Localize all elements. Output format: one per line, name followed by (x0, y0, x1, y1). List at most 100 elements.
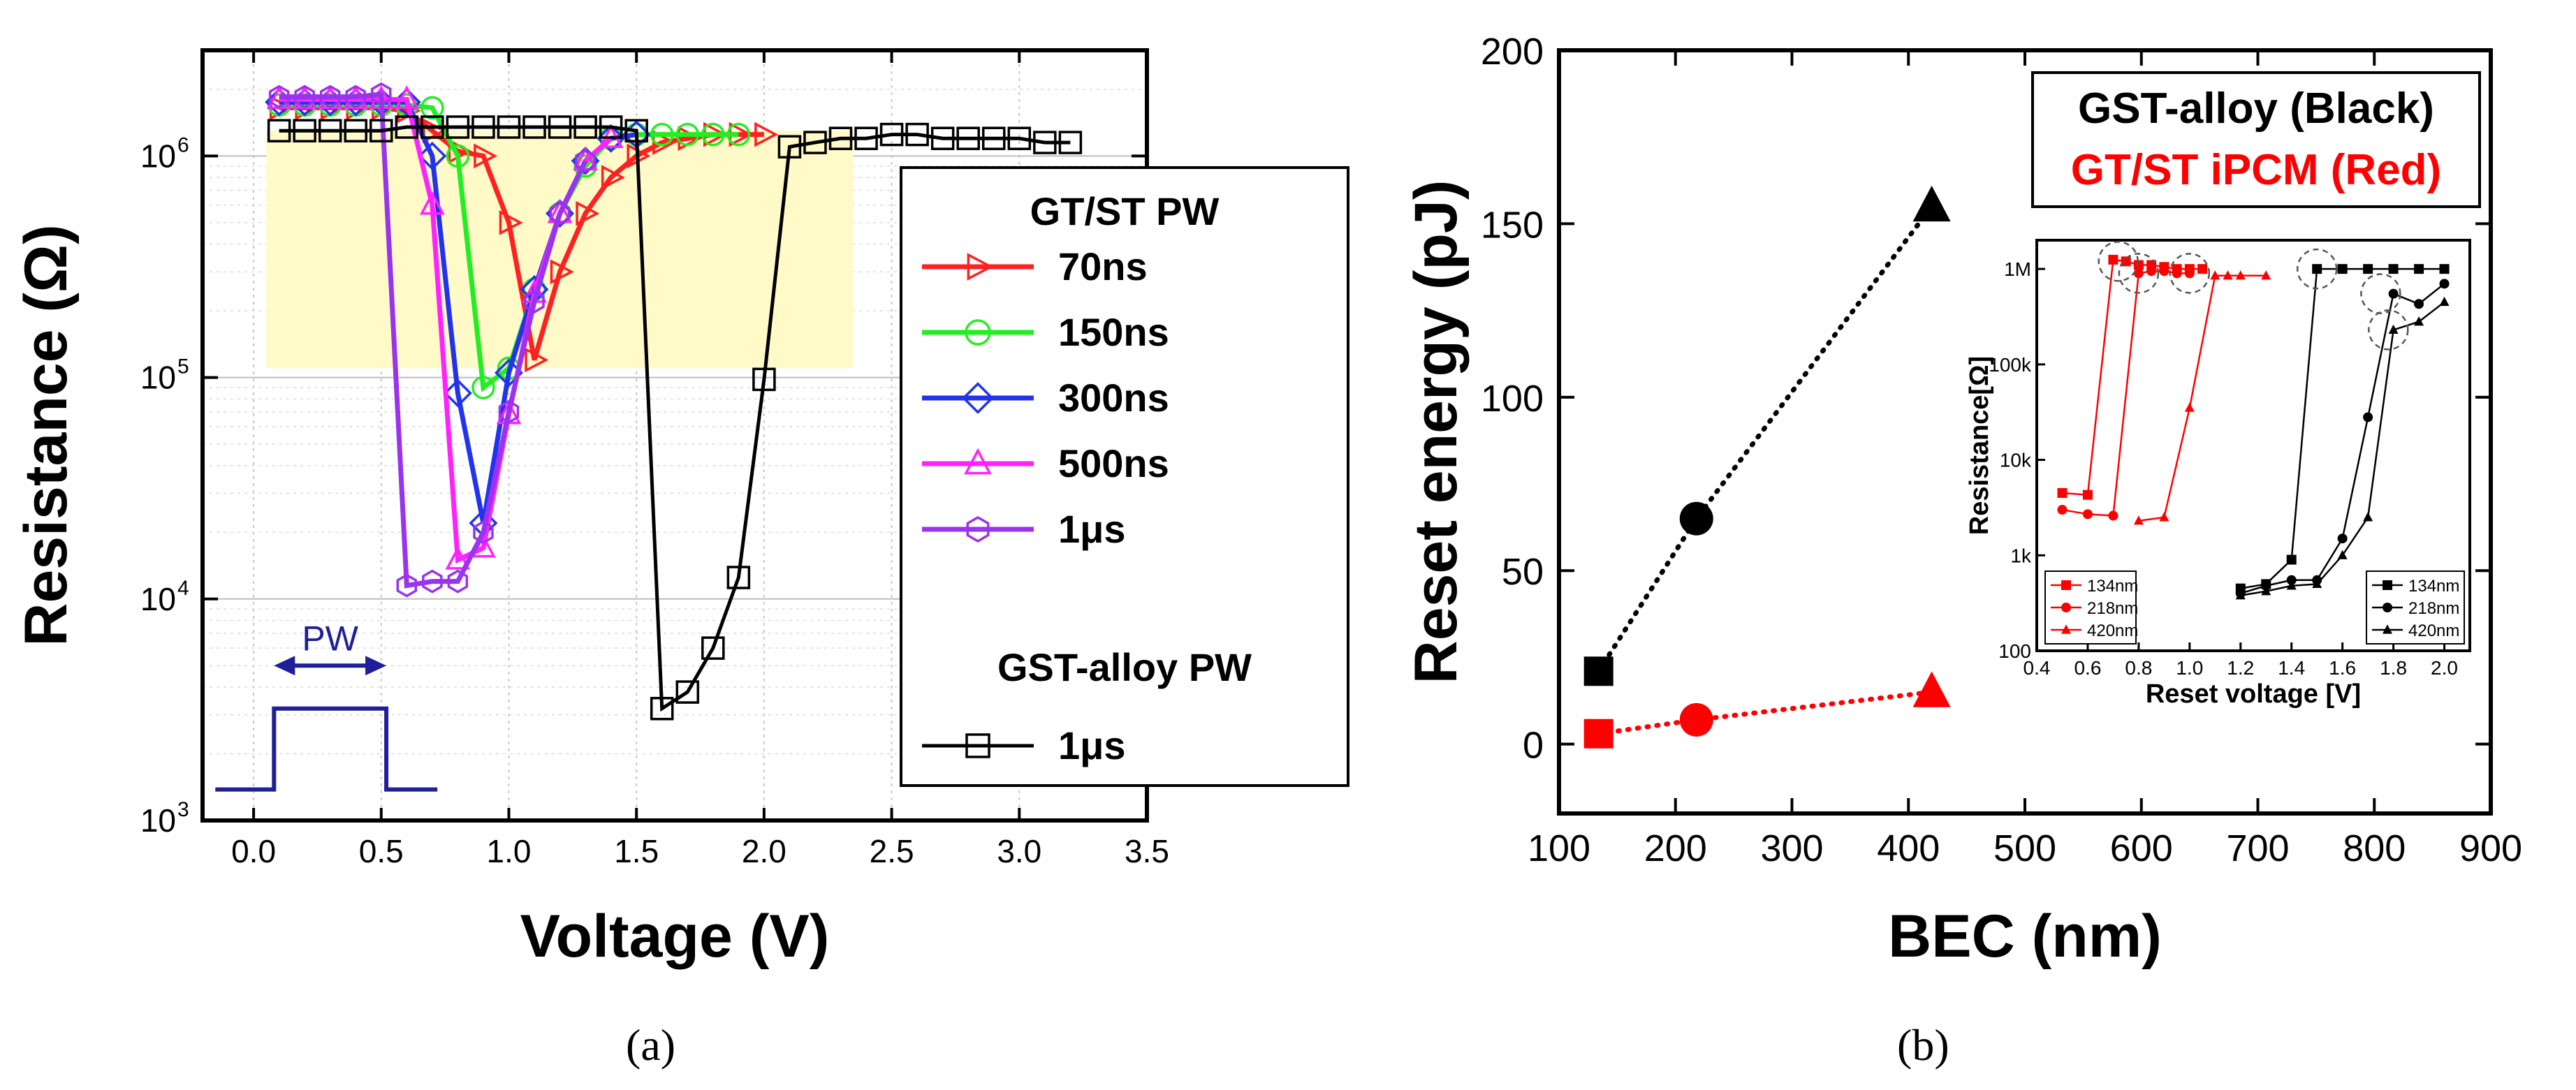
inset-highlight-circle (2368, 309, 2409, 351)
inset-data-point (2235, 590, 2246, 600)
inset-data-point (2439, 264, 2450, 274)
legend-box (900, 166, 1349, 787)
pulse-arrow-right-head (365, 656, 387, 676)
data-point (1912, 185, 1951, 222)
data-point (675, 122, 700, 147)
inset-legend-marker (2061, 580, 2071, 590)
y-tick-exponent: 5 (177, 355, 189, 378)
panel-b-inset-chart: 0.4 0.6 0.8 1.0 1.2 1.4 1.6 1.8 2.0 100 1k 10k 100k 1… (1965, 239, 2471, 709)
inset-legend-marker (2061, 624, 2071, 634)
inset-highlight-circle (2296, 248, 2338, 290)
y-tick-label: 0 (1523, 725, 1544, 767)
data-point (650, 697, 674, 721)
legend-marker (967, 253, 994, 281)
data-point (419, 191, 445, 215)
data-point (319, 84, 341, 109)
data-point (525, 347, 549, 373)
inset-data-point (2133, 515, 2144, 525)
data-point (777, 135, 802, 159)
inset-legend-marker (2383, 603, 2392, 612)
x-tick-label: 200 (1644, 827, 1707, 869)
inset-data-point (2159, 266, 2169, 277)
inset-y-tick-label: 100 (1998, 640, 2031, 662)
inset-x-tick-label: 1.6 (2329, 657, 2356, 679)
inset-legend-marker (2061, 603, 2071, 612)
y-tick-label: 50 (1502, 551, 1544, 593)
y-tick-label: 10 (140, 581, 176, 617)
inset-x-tick-label: 0.6 (2074, 657, 2101, 679)
legend-title: GT/ST PW (1030, 189, 1220, 233)
data-point (446, 144, 470, 168)
inset-legend-label: 218nm (2087, 599, 2138, 618)
inset-data-point (2261, 580, 2271, 591)
data-point (650, 122, 674, 147)
data-point (1583, 656, 1613, 686)
inset-x-tick-label: 1.8 (2380, 657, 2407, 679)
y-tick-exponent: 3 (177, 798, 189, 821)
data-point (394, 85, 420, 110)
data-point (420, 96, 444, 120)
data-point (293, 119, 316, 142)
data-point (675, 680, 700, 704)
data-point (447, 569, 469, 594)
inset-data-point (2210, 270, 2220, 280)
data-point (982, 126, 1006, 150)
x-tick-label: 0.5 (359, 833, 404, 869)
inset-data-point (2082, 489, 2093, 500)
legend-marker (965, 319, 991, 346)
inset-legend-marker (2383, 624, 2392, 634)
data-point (473, 520, 494, 545)
data-point (499, 209, 523, 235)
y-tick-label: 150 (1481, 204, 1544, 246)
highlight-band (266, 131, 854, 369)
data-point (1679, 702, 1713, 737)
inset-highlight-circle (2118, 253, 2160, 294)
legend-entry-label: GST-alloy (Black) (2078, 84, 2434, 133)
y-axis-label: Resistance (Ω) (13, 224, 80, 646)
pulse-waveform (215, 706, 438, 792)
data-point (905, 122, 929, 147)
inset-legend-label: 218nm (2408, 599, 2459, 618)
inset-highlight-circle (2169, 253, 2211, 294)
inset-data-point (2363, 512, 2373, 522)
data-point (268, 84, 290, 109)
inset-x-tick-label: 1.4 (2278, 657, 2305, 679)
inset-data-point (2261, 586, 2271, 596)
legend-marker (964, 448, 992, 475)
y-tick-label: 200 (1481, 31, 1544, 73)
y-tick-label: 10 (140, 138, 176, 174)
inset-x-tick-label: 1.0 (2176, 657, 2203, 679)
inset-data-point (2261, 270, 2271, 280)
data-point (854, 126, 878, 150)
data-point (828, 126, 853, 150)
data-point (471, 376, 495, 399)
x-axis-label: BEC (nm) (1888, 903, 2162, 970)
data-point (701, 636, 725, 660)
data-point (498, 399, 520, 424)
x-axis-label: Voltage (V) (520, 903, 830, 970)
data-point (601, 165, 625, 190)
inset-y-tick-label: 1M (2004, 258, 2031, 280)
inset-legend-label: 420nm (2087, 621, 2138, 640)
inset-data-point (2439, 279, 2450, 289)
pulse-arrow-left-head (274, 656, 295, 676)
data-point (930, 126, 955, 150)
inset-data-point (2133, 268, 2144, 279)
data-point (1679, 501, 1713, 536)
inset-data-point (2235, 270, 2246, 280)
legend-box (2031, 71, 2481, 208)
legend-marker (962, 382, 994, 414)
inset-data-point (2057, 505, 2068, 515)
inset-data-point (2121, 256, 2131, 267)
inset-data-point (2286, 580, 2297, 590)
series-line (279, 91, 588, 589)
inset-data-point (2388, 264, 2399, 274)
inset-data-point (2108, 510, 2118, 521)
data-point (549, 201, 571, 226)
x-tick-label: 300 (1760, 827, 1823, 869)
data-point (576, 200, 600, 226)
inset-legend-label: 420nm (2408, 621, 2459, 640)
data-point (624, 119, 648, 142)
x-tick-label: 900 (2459, 827, 2522, 869)
